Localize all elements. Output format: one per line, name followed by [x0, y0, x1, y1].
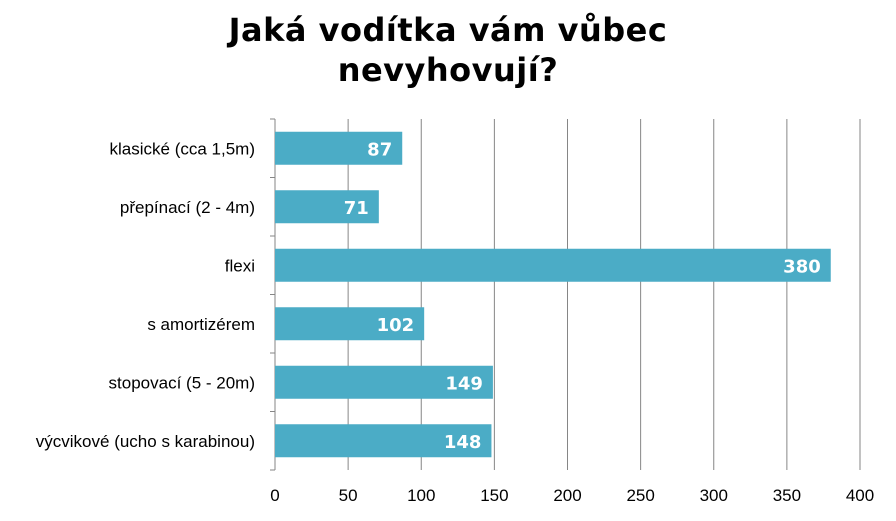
- bar: [275, 248, 831, 282]
- x-tick-label: 350: [773, 486, 801, 505]
- bar: [275, 365, 493, 399]
- bar: [275, 307, 425, 341]
- x-tick-labels: 0 50 100 150 200 250 300 350 400: [270, 486, 874, 505]
- x-tick-label: 50: [339, 486, 358, 505]
- x-tick-label: 100: [407, 486, 435, 505]
- data-label: 149: [445, 373, 483, 394]
- x-tick-label: 0: [270, 486, 279, 505]
- category-label: přepínací (2 - 4m): [120, 198, 255, 217]
- category-label: s amortizérem: [147, 315, 255, 334]
- data-label: 380: [783, 256, 821, 277]
- category-label: flexi: [225, 256, 255, 275]
- bar: [275, 424, 492, 458]
- data-label: 71: [344, 198, 369, 219]
- x-tick-label: 150: [480, 486, 508, 505]
- bar: [275, 131, 403, 165]
- bar: [275, 190, 379, 224]
- chart-title-line-1: Jaká vodítka vám vůbec: [228, 11, 668, 49]
- x-tick-label: 400: [846, 486, 874, 505]
- category-label: výcvikové (ucho s karabinou): [36, 432, 255, 451]
- gridlines: [347, 119, 861, 470]
- bars: 87 71 380 102 149 148: [275, 131, 831, 458]
- x-tick-label: 300: [700, 486, 728, 505]
- chart-title: Jaká vodítka vám vůbec nevyhovují?: [0, 10, 896, 90]
- axis-lines: [270, 118, 276, 471]
- data-label: 102: [377, 315, 415, 336]
- x-tick-label: 250: [626, 486, 654, 505]
- category-label: klasické (cca 1,5m): [110, 139, 255, 158]
- data-label: 148: [444, 432, 482, 453]
- x-tick-label: 200: [553, 486, 581, 505]
- category-label: stopovací (5 - 20m): [109, 373, 255, 392]
- data-label: 87: [367, 139, 392, 160]
- category-labels: klasické (cca 1,5m) přepínací (2 - 4m) fle…: [36, 139, 255, 451]
- chart-title-line-2: nevyhovují?: [337, 51, 559, 89]
